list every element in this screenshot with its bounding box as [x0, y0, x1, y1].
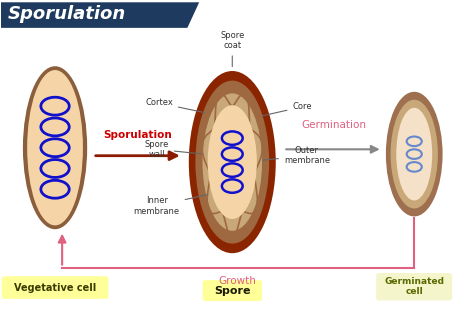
Text: Sporulation: Sporulation	[103, 130, 172, 140]
Text: Vegetative cell: Vegetative cell	[14, 282, 96, 292]
Text: Germinated
cell: Germinated cell	[384, 277, 444, 297]
Ellipse shape	[189, 71, 276, 253]
Text: Germination: Germination	[301, 120, 366, 130]
FancyBboxPatch shape	[376, 273, 452, 300]
Ellipse shape	[386, 92, 443, 216]
Polygon shape	[0, 2, 199, 28]
Text: Outer
membrane: Outer membrane	[263, 146, 330, 165]
Text: Inner
membrane: Inner membrane	[134, 195, 207, 216]
Ellipse shape	[208, 105, 257, 219]
Text: Spore
coat: Spore coat	[220, 31, 245, 67]
Text: Cortex: Cortex	[145, 99, 204, 113]
Text: Growth: Growth	[218, 275, 256, 286]
Ellipse shape	[27, 70, 83, 225]
Text: Sporulation: Sporulation	[8, 5, 126, 23]
Text: Core: Core	[263, 102, 312, 116]
FancyBboxPatch shape	[202, 280, 262, 301]
Ellipse shape	[23, 66, 87, 229]
Ellipse shape	[202, 93, 262, 231]
FancyBboxPatch shape	[1, 276, 109, 299]
Text: Spore
wall: Spore wall	[145, 140, 201, 159]
Text: Spore: Spore	[214, 286, 251, 296]
Ellipse shape	[391, 100, 438, 208]
Ellipse shape	[195, 81, 269, 244]
Ellipse shape	[396, 108, 432, 200]
